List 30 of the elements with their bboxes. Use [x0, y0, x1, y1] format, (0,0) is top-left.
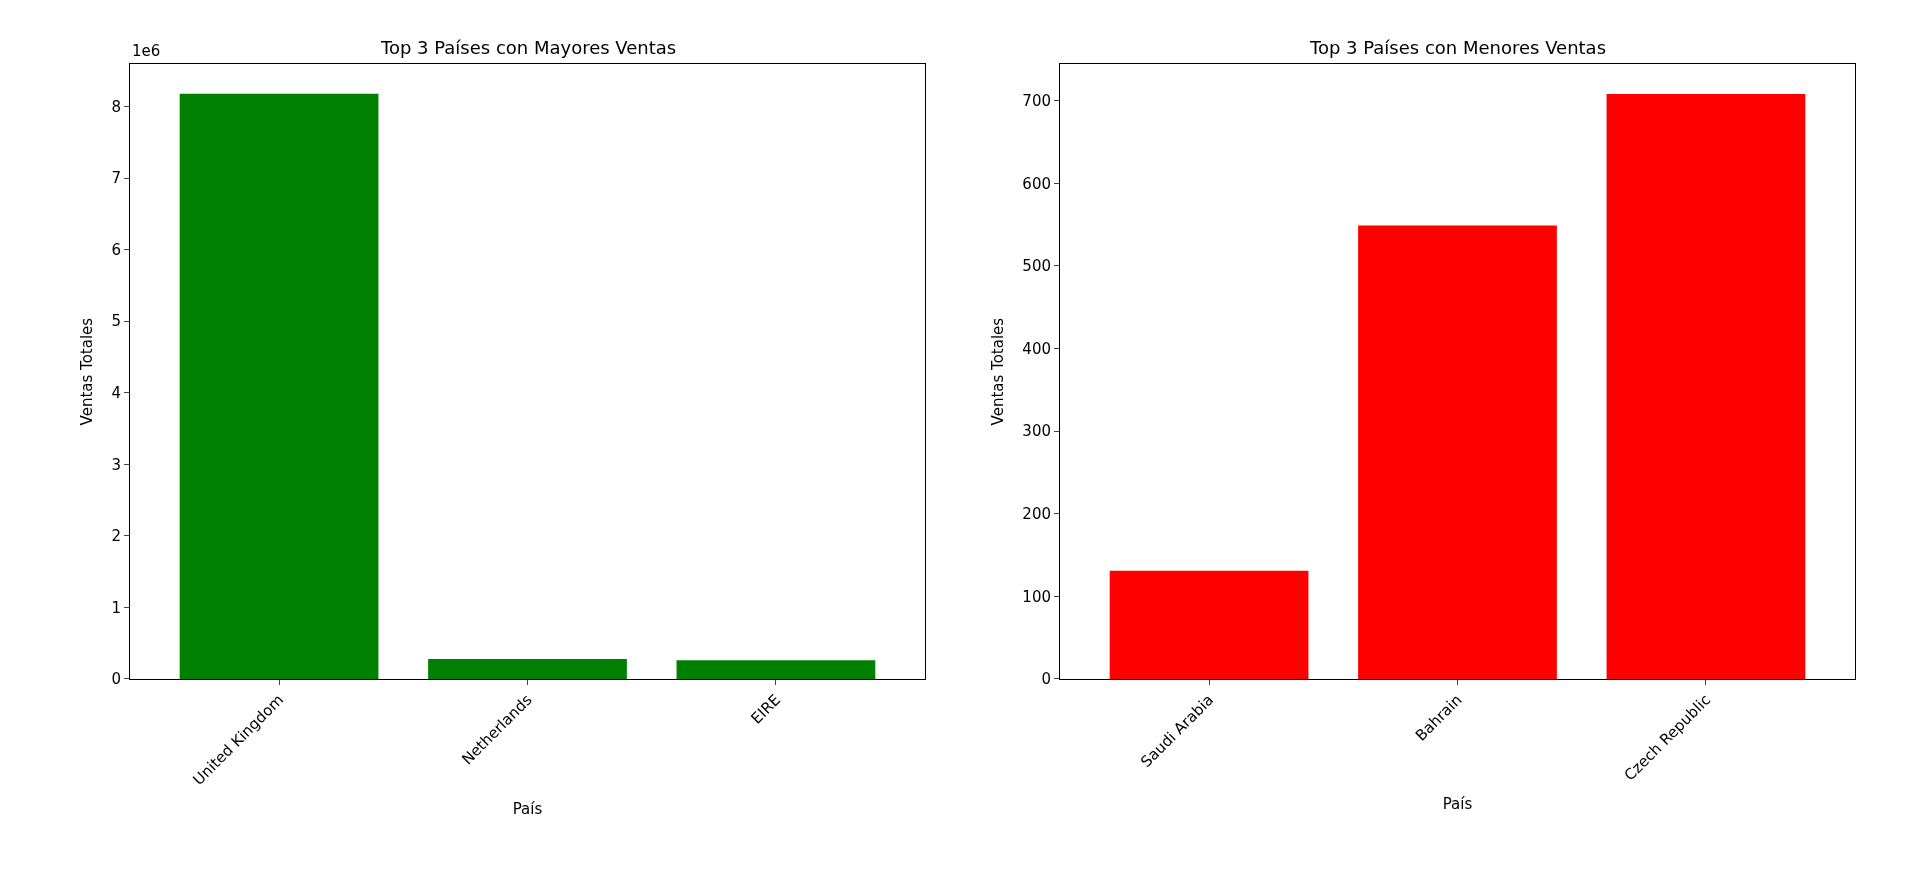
y-tick-label: 5 — [111, 312, 121, 331]
bar — [179, 93, 379, 679]
bar — [428, 658, 627, 679]
y-axis-title: Ventas Totales — [988, 317, 1007, 426]
y-tick-label: 4 — [111, 384, 121, 402]
bar — [676, 660, 876, 679]
y-tick-label: 8 — [111, 97, 121, 116]
chart-title: Top 3 Países con Mayores Ventas — [380, 37, 677, 58]
chart-title: Top 3 Países con Menores Ventas — [1309, 37, 1607, 58]
y-tick-label: 3 — [111, 455, 121, 474]
y-tick-label: 200 — [1022, 504, 1051, 523]
y-tick-label: 0 — [111, 670, 121, 689]
y-tick-label: 500 — [1022, 257, 1051, 276]
y-tick-label: 2 — [111, 527, 121, 546]
y-tick-label: 7 — [111, 169, 121, 188]
y-tick-label: 100 — [1022, 587, 1051, 606]
x-axis-title: País — [1442, 795, 1473, 814]
x-axis-title: País — [512, 799, 543, 818]
bar — [1109, 570, 1309, 679]
y-tick-label: 0 — [1041, 670, 1051, 689]
y-tick-label: 700 — [1022, 91, 1051, 110]
y-tick-label: 1 — [111, 598, 121, 617]
bar — [1358, 225, 1557, 679]
y-axis-title: Ventas Totales — [77, 317, 96, 426]
text: 1e6 — [132, 42, 161, 60]
y-tick-label: 600 — [1022, 174, 1051, 193]
y-tick-label: 400 — [1022, 339, 1051, 358]
bar — [1606, 94, 1806, 679]
y-tick-label: 6 — [111, 240, 121, 259]
y-tick-label: 300 — [1022, 422, 1051, 441]
